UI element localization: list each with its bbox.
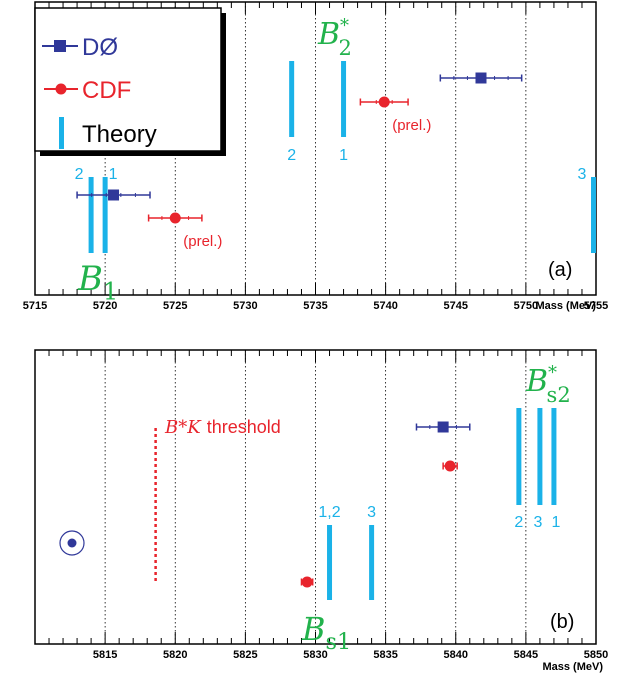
a-measurement: [439, 72, 523, 84]
a-measurement: [359, 96, 409, 108]
b-theory-label: 3: [533, 514, 542, 531]
a-prel-label: (prel.): [392, 117, 431, 134]
b-tick-label: 5825: [233, 649, 257, 661]
legend-cdf-label: CDF: [82, 77, 131, 104]
a-theory-label: 3: [578, 166, 587, 183]
a-theory-bar: [88, 177, 94, 253]
b-theory-bar: [369, 525, 375, 600]
a-theory-bar: [341, 61, 347, 137]
legend-d0-marker: [42, 40, 78, 52]
legend-d0-label: DØ: [82, 34, 118, 61]
b-tick-label: 5850: [584, 649, 608, 661]
a-tick-label: 5720: [93, 300, 117, 312]
b-tick-label: 5845: [514, 649, 538, 661]
sun-symbol-icon: [59, 530, 85, 556]
a-tick-label: 5725: [163, 300, 187, 312]
b-tick-label: 5835: [373, 649, 397, 661]
b-threshold-label: B*K threshold: [164, 417, 281, 438]
panel-a-measurements: (prel.) (prel.) B1 B* 2: [76, 15, 523, 306]
legend-theory-marker: [59, 117, 64, 149]
a-theory-bar: [102, 177, 108, 253]
panel-a-ticks: 5715 5720 5725 5730 5735 5740 5745 5750 5755: [23, 2, 608, 312]
b-theory-bar: [551, 408, 557, 505]
b-theory-bar: [537, 408, 543, 505]
b-tick-label: 5815: [93, 649, 117, 661]
a-theory-bar: [289, 61, 295, 137]
panel-b-measurements: Bs1 B* s2: [300, 362, 571, 655]
b-theory-label: 2: [514, 514, 523, 531]
legend-theory-label: Theory: [82, 121, 157, 148]
b-theory-label: 1,2: [318, 504, 340, 521]
b-theory-label: 3: [367, 504, 376, 521]
b-tick-label: 5820: [163, 649, 187, 661]
panel-b-ticks: 5815 5820 5825 5830 5835 5840 5845 5850: [34, 350, 608, 661]
a-theory-label: 2: [75, 166, 84, 183]
b-state-label: B* s2: [525, 362, 571, 406]
panel-a-theory-bars: 2 1 2 1 3: [75, 61, 596, 253]
panel-b-grid: [104, 350, 527, 644]
a-theory-bar: [591, 177, 596, 253]
a-measurement: [76, 189, 151, 201]
a-tick-label: 5755: [584, 300, 608, 312]
a-prel-label: (prel.): [183, 233, 222, 250]
a-state-label: B1: [77, 259, 118, 306]
b-measurement: [442, 460, 458, 472]
panel-a-tag: (a): [548, 259, 572, 281]
panel-b-threshold: B*K threshold: [154, 417, 281, 582]
b-theory-label: 1: [551, 514, 560, 531]
b-measurement: [300, 576, 314, 588]
panel-a-xlabel: Mass (MeV): [535, 300, 596, 312]
a-state-label: B* 2: [317, 15, 352, 59]
a-tick-label: 5735: [303, 300, 327, 312]
a-tick-label: 5715: [23, 300, 47, 312]
b-measurement: [415, 421, 471, 433]
legend-box: [34, 7, 222, 152]
b-tick-label: 5830: [303, 649, 327, 661]
legend-cdf-marker: [44, 83, 78, 95]
panel-b: 5815 5820 5825 5830 5835 5840 5845 5850 B*K thre…: [34, 349, 608, 673]
a-tick-label: 5750: [514, 300, 538, 312]
a-measurement: [147, 212, 203, 224]
legend: DØ CDF Theory: [34, 7, 226, 156]
a-tick-label: 5730: [233, 300, 257, 312]
a-theory-label: 1: [339, 147, 348, 164]
b-tick-label: 5840: [444, 649, 468, 661]
b-theory-bar: [327, 525, 333, 600]
a-theory-label: 1: [109, 166, 118, 183]
b-state-label: Bs1: [301, 610, 351, 655]
panel-b-tag: (b): [550, 611, 574, 633]
a-theory-label: 2: [287, 147, 296, 164]
a-tick-label: 5745: [444, 300, 468, 312]
b-theory-bar: [516, 408, 522, 505]
panel-a: 5715 5720 5725 5730 5735 5740 5745 5750 5755 2 12…: [23, 1, 608, 312]
a-tick-label: 5740: [373, 300, 397, 312]
panel-b-theory-bars: 1,2 32 3 1: [318, 408, 560, 600]
panel-b-xlabel: Mass (MeV): [542, 661, 603, 673]
